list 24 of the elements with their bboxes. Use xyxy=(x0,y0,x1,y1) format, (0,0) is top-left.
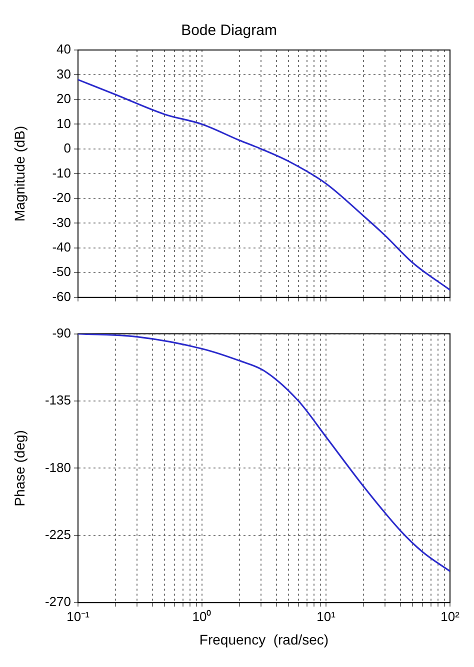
chart-title: Bode Diagram xyxy=(181,22,277,40)
y-tick-label: -180 xyxy=(44,460,71,475)
x-axis-title: Frequency (rad/sec) xyxy=(199,631,329,648)
y-tick-label: -30 xyxy=(52,214,71,230)
y-tick-label: -90 xyxy=(52,325,71,340)
y-tick-label: 10 xyxy=(56,116,71,131)
y-tick-label: -270 xyxy=(44,594,71,610)
y-tick-label: -50 xyxy=(52,264,71,280)
x-tick-label: 10¹ xyxy=(316,608,336,624)
y-tick-label: -20 xyxy=(52,190,71,206)
y-tick-label: 30 xyxy=(56,66,71,82)
y-tick-label: 0 xyxy=(64,140,71,156)
y-axis-title: Phase (deg) xyxy=(11,430,28,506)
x-tick-label: 10⁻¹ xyxy=(66,608,90,624)
x-tick-label: 10⁰ xyxy=(192,608,212,624)
y-axis-title: Magnitude (dB) xyxy=(11,126,28,222)
y-tick-label: -225 xyxy=(44,526,71,542)
y-tick-label: -135 xyxy=(44,392,71,408)
y-tick-label: -10 xyxy=(52,165,71,180)
y-tick-label: -40 xyxy=(52,240,71,254)
y-tick-label: 40 xyxy=(56,42,71,57)
y-tick-label: 20 xyxy=(56,91,71,106)
y-tick-label: -60 xyxy=(52,288,71,304)
x-tick-label: 10² xyxy=(440,608,460,624)
